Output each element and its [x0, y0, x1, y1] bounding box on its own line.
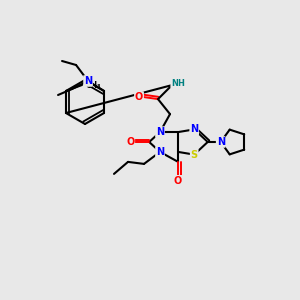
Text: O: O: [135, 92, 143, 102]
Text: N: N: [190, 124, 198, 134]
Text: NH: NH: [171, 79, 185, 88]
Text: N: N: [217, 137, 225, 147]
Text: N: N: [156, 127, 164, 137]
Text: O: O: [174, 176, 182, 186]
Text: CH₃: CH₃: [86, 80, 101, 89]
Text: O: O: [126, 137, 134, 147]
Text: S: S: [190, 150, 198, 160]
Text: N: N: [156, 147, 164, 157]
Text: N: N: [84, 76, 92, 86]
